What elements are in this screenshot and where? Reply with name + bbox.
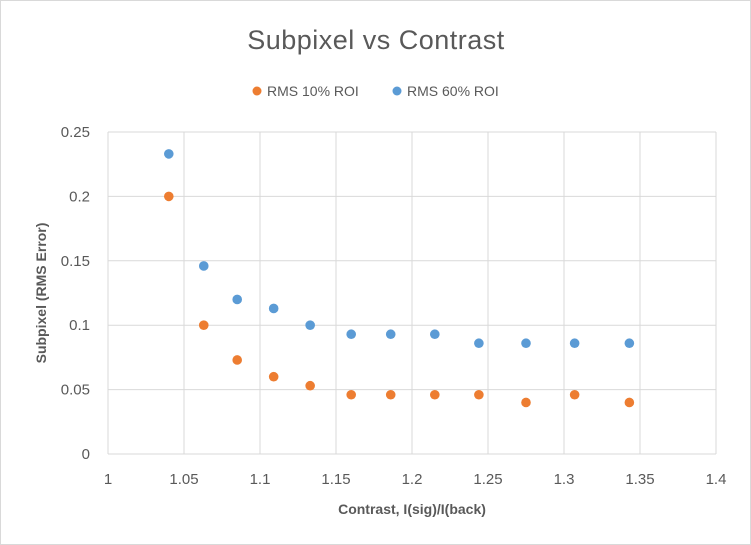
x-tick-label: 1.35 (625, 471, 654, 488)
data-point-series-1 (385, 389, 396, 400)
gridlines (107, 131, 717, 455)
x-tick-label: 1.4 (706, 471, 727, 488)
legend-marker-series-2 (392, 86, 402, 96)
y-tick-label: 0.05 (61, 382, 90, 399)
legend-label-series-1: RMS 10% ROI (267, 83, 359, 99)
data-point-series-2 (346, 329, 357, 340)
y-tick-label: 0 (82, 446, 90, 463)
data-point-series-1 (164, 191, 174, 202)
data-points (164, 149, 635, 408)
x-tick-label: 1.05 (169, 471, 198, 488)
y-tick-label: 0.15 (61, 253, 90, 270)
data-point-series-1 (624, 397, 635, 408)
y-tick-label: 0.25 (61, 124, 90, 141)
data-point-series-1 (430, 389, 440, 400)
data-point-series-2 (569, 338, 580, 349)
data-point-series-1 (521, 397, 531, 408)
data-point-series-1 (268, 371, 279, 382)
data-point-series-1 (569, 389, 580, 400)
data-point-series-1 (474, 389, 484, 400)
data-point-series-2 (305, 320, 315, 331)
x-tick-label: 1.25 (473, 471, 502, 488)
chart-title: Subpixel vs Contrast (247, 25, 505, 55)
y-axis-title: Subpixel (RMS Error) (33, 223, 49, 364)
x-tick-label: 1 (104, 471, 112, 488)
legend: RMS 10% ROI RMS 60% ROI (252, 83, 499, 99)
x-axis-title: Contrast, I(sig)/I(back) (338, 501, 486, 517)
x-tick-label: 1.1 (250, 471, 271, 488)
legend-label-series-2: RMS 60% ROI (407, 83, 499, 99)
legend-marker-series-1 (252, 86, 262, 96)
data-point-series-2 (624, 338, 635, 349)
data-point-series-2 (198, 261, 209, 271)
x-tick-label: 1.2 (402, 471, 423, 488)
data-point-series-1 (232, 355, 242, 365)
data-point-series-2 (474, 338, 484, 349)
data-point-series-2 (521, 338, 531, 349)
x-tick-label: 1.3 (554, 471, 575, 488)
data-point-series-1 (198, 320, 209, 331)
data-point-series-2 (430, 329, 440, 340)
data-point-series-2 (385, 329, 396, 340)
data-point-series-1 (346, 389, 357, 400)
data-point-series-2 (232, 294, 242, 305)
data-point-series-2 (268, 303, 279, 314)
data-point-series-1 (305, 380, 315, 391)
y-tick-label: 0.1 (69, 317, 90, 334)
tick-labels: 0 0.05 0.1 0.15 0.2 0.25 1 1.05 1.1 1.15 1.2 1.25 1.… (61, 124, 727, 488)
data-point-series-2 (164, 149, 174, 159)
x-tick-label: 1.15 (321, 471, 350, 488)
y-tick-label: 0.2 (69, 188, 90, 205)
